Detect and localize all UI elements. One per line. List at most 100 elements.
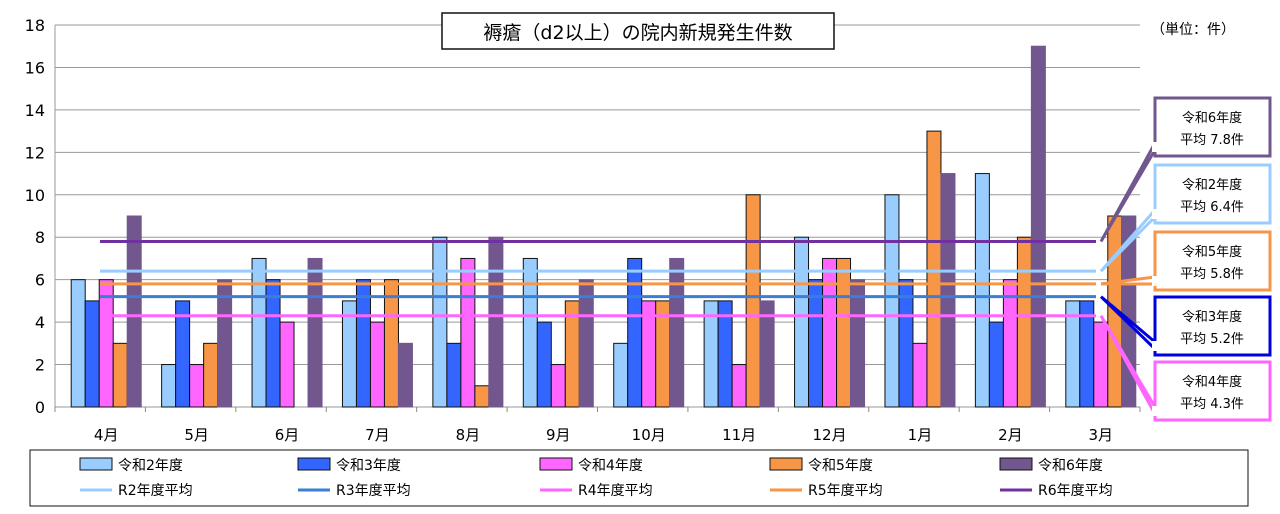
legend-swatch bbox=[297, 457, 331, 471]
bar bbox=[70, 279, 86, 408]
x-tick-label: 8月 bbox=[456, 426, 481, 444]
callout-label: 令和5年度 bbox=[1182, 244, 1242, 260]
bar bbox=[203, 342, 219, 408]
callout-value: 平均 4.3件 bbox=[1180, 397, 1244, 412]
y-tick-label: 2 bbox=[35, 356, 45, 375]
legend-swatch bbox=[999, 457, 1033, 471]
callout-pointer bbox=[1099, 314, 1157, 415]
bar bbox=[974, 173, 990, 408]
y-tick-label: 8 bbox=[35, 228, 45, 247]
chart-title: 褥瘡（d2以上）の院内新規発生件数 bbox=[483, 22, 792, 44]
bar bbox=[1030, 45, 1046, 408]
callout-gap bbox=[1152, 406, 1158, 416]
callout-label: 令和3年度 bbox=[1182, 309, 1242, 325]
callout-label: 令和4年度 bbox=[1182, 374, 1242, 390]
callout-gap bbox=[1152, 142, 1158, 152]
legend-label: R3年度平均 bbox=[336, 483, 411, 499]
bar bbox=[836, 257, 852, 408]
legend-label: 令和2年度 bbox=[118, 458, 183, 474]
y-tick-label: 0 bbox=[35, 398, 45, 417]
callout-pointer bbox=[1099, 295, 1157, 351]
bar bbox=[98, 279, 114, 408]
bar bbox=[460, 257, 476, 408]
callout-label: 令和2年度 bbox=[1182, 177, 1242, 193]
bar bbox=[808, 279, 824, 408]
y-tick-label: 18 bbox=[25, 16, 45, 35]
bar bbox=[217, 279, 233, 408]
callout-value: 平均 5.8件 bbox=[1180, 267, 1244, 282]
legend-label: 令和4年度 bbox=[578, 458, 643, 474]
callout-value: 平均 7.8件 bbox=[1180, 133, 1244, 148]
bar bbox=[912, 342, 928, 408]
bar bbox=[669, 257, 685, 408]
x-tick-label: 2月 bbox=[998, 426, 1023, 444]
x-tick-label: 7月 bbox=[365, 426, 390, 444]
callout-gap bbox=[1152, 341, 1158, 351]
bar bbox=[112, 342, 128, 408]
bar bbox=[522, 257, 538, 408]
bar bbox=[550, 364, 566, 408]
bar bbox=[884, 194, 900, 408]
callout-value: 平均 6.4件 bbox=[1180, 200, 1244, 215]
callout-pointer bbox=[1099, 142, 1157, 243]
callout-box bbox=[1153, 96, 1272, 158]
bar bbox=[488, 236, 504, 408]
bar bbox=[432, 236, 448, 408]
bar bbox=[84, 300, 100, 408]
bar bbox=[397, 342, 413, 408]
bar bbox=[383, 279, 399, 408]
x-tick-label: 6月 bbox=[275, 426, 300, 444]
x-tick-label: 12月 bbox=[812, 426, 846, 444]
bar bbox=[474, 385, 490, 408]
bar bbox=[536, 321, 552, 408]
x-tick-label: 3月 bbox=[1089, 426, 1114, 444]
callout-box bbox=[1153, 163, 1272, 225]
legend-label: R2年度平均 bbox=[118, 483, 193, 499]
legend-label: 令和6年度 bbox=[1038, 458, 1103, 474]
callout-value: 平均 5.2件 bbox=[1180, 332, 1244, 347]
bar bbox=[578, 279, 594, 408]
x-tick-label: 11月 bbox=[722, 426, 756, 444]
bar bbox=[1016, 236, 1032, 408]
legend-label: 令和3年度 bbox=[336, 458, 401, 474]
bar bbox=[850, 279, 866, 408]
bar bbox=[717, 300, 733, 408]
legend-label: R5年度平均 bbox=[808, 483, 883, 499]
bar bbox=[926, 130, 942, 408]
y-tick-label: 10 bbox=[25, 186, 45, 205]
bar bbox=[369, 321, 385, 408]
unit-label: （単位：件） bbox=[1151, 22, 1235, 38]
bar bbox=[307, 257, 323, 408]
x-tick-label: 10月 bbox=[632, 426, 666, 444]
bar bbox=[1002, 279, 1018, 408]
bar bbox=[251, 257, 267, 408]
y-tick-label: 4 bbox=[35, 313, 45, 332]
bar bbox=[1093, 321, 1109, 408]
bar bbox=[355, 279, 371, 408]
x-tick-label: 9月 bbox=[546, 426, 571, 444]
callout-gap bbox=[1152, 276, 1158, 286]
bar bbox=[175, 300, 191, 408]
y-tick-label: 6 bbox=[35, 271, 45, 290]
legend-swatch bbox=[79, 457, 113, 471]
x-tick-label: 5月 bbox=[184, 426, 209, 444]
bar bbox=[126, 215, 142, 408]
callout-box bbox=[1153, 295, 1272, 357]
y-tick-label: 14 bbox=[25, 101, 45, 120]
bar bbox=[898, 279, 914, 408]
bar bbox=[745, 194, 761, 408]
bar bbox=[161, 364, 177, 408]
legend-swatch bbox=[769, 457, 803, 471]
legend-label: R6年度平均 bbox=[1038, 483, 1113, 499]
bar bbox=[759, 300, 775, 408]
legend-label: 令和5年度 bbox=[808, 458, 873, 474]
bar bbox=[627, 257, 643, 408]
bar bbox=[265, 279, 281, 408]
callout-label: 令和6年度 bbox=[1182, 110, 1242, 126]
legend-box bbox=[29, 449, 1249, 507]
bar bbox=[794, 236, 810, 408]
legend-swatch bbox=[539, 457, 573, 471]
callout-pointer bbox=[1100, 275, 1156, 286]
bar bbox=[279, 321, 295, 408]
